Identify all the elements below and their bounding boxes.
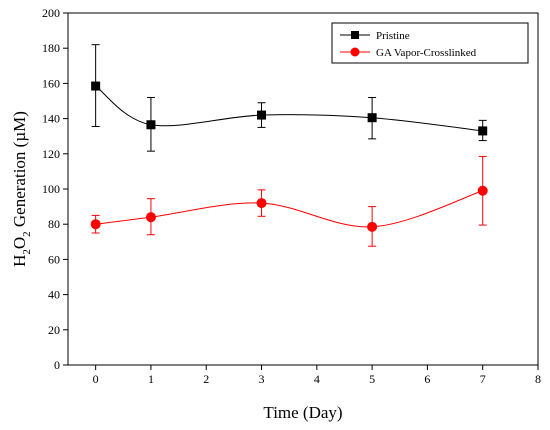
legend-box	[331, 22, 529, 64]
y-title-suffix: Generation (µM)	[10, 111, 29, 231]
y-title-sub1: 2	[21, 249, 33, 255]
y-tick-label: 160	[42, 76, 60, 90]
y-tick-label: 100	[42, 182, 60, 196]
data-point	[91, 81, 101, 91]
legend: Pristine GA Vapor-Crosslinked	[331, 22, 529, 64]
y-tick-label: 0	[54, 358, 60, 372]
y-tick-label: 140	[42, 112, 60, 126]
legend-label-ga: GA Vapor-Crosslinked	[376, 47, 477, 59]
y-tick-label: 80	[48, 217, 60, 231]
data-point	[257, 110, 267, 120]
x-tick-label: 6	[424, 372, 430, 386]
data-point	[146, 120, 156, 130]
legend-label-pristine: Pristine	[376, 30, 410, 42]
x-tick-label: 0	[93, 372, 99, 386]
series-layer	[90, 44, 488, 247]
plot-frame	[67, 12, 539, 366]
x-axis-title: Time (Day)	[263, 403, 342, 422]
series-0	[91, 44, 488, 152]
y-tick-label: 60	[48, 252, 60, 266]
series-1	[90, 155, 488, 247]
x-tick-label: 8	[535, 372, 541, 386]
y-tick-label: 40	[48, 288, 60, 302]
data-point	[477, 185, 488, 196]
data-point	[367, 113, 377, 123]
y-tick-label: 120	[42, 147, 60, 161]
data-point	[90, 219, 101, 230]
y-title-mid: O	[10, 237, 29, 249]
y-tick-label: 200	[42, 6, 60, 20]
data-point	[478, 126, 488, 136]
data-point	[256, 198, 267, 209]
legend-marker-ga	[350, 47, 360, 57]
y-tick-label: 180	[42, 41, 60, 55]
series-line	[95, 190, 483, 228]
x-tick-label: 3	[259, 372, 265, 386]
axis-ticks: 0 20 40 60 80 100 120 140 160 180 200 0 1 2 3 4 5 6 7 8	[42, 6, 541, 386]
data-point	[367, 221, 378, 232]
x-tick-label: 5	[369, 372, 375, 386]
x-tick-label: 4	[314, 372, 320, 386]
y-axis-title: H2O2 Generation (µM)	[10, 111, 33, 267]
y-title-prefix: H	[10, 255, 29, 267]
x-tick-label: 7	[480, 372, 486, 386]
y-tick-label: 20	[48, 323, 60, 337]
x-tick-label: 2	[203, 372, 209, 386]
y-title-sub2: 2	[21, 231, 33, 237]
x-tick-label: 1	[148, 372, 154, 386]
legend-marker-pristine	[351, 31, 359, 39]
data-point	[145, 212, 156, 223]
